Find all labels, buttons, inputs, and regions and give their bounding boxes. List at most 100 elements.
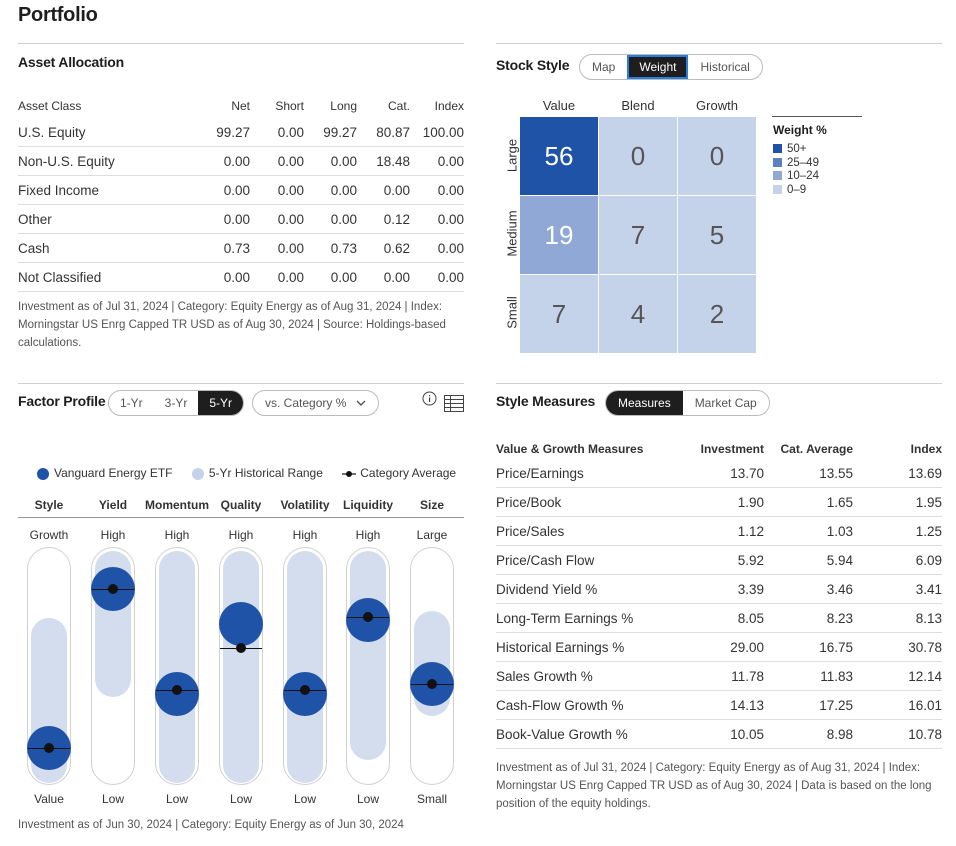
factor-top-label: High [292,528,318,542]
table-row: Sales Growth % 11.78 11.83 12.14 [496,662,942,691]
cat-average-value: 8.98 [826,727,853,742]
tab-1yr[interactable]: 1-Yr [120,396,143,410]
style-box-cell: 2 [678,275,756,353]
index-value: 10.78 [908,727,942,742]
cat-average-value: 16.75 [819,640,853,655]
cell-value: 0.00 [223,212,250,227]
header-net: Net [231,99,250,113]
historical-range-bar [350,551,386,760]
style-row-medium: Medium [504,210,520,257]
legend-fund: Vanguard Energy ETF [54,466,173,480]
cell-value: 0.00 [277,270,304,285]
legend-range: 5-Yr Historical Range [208,466,323,480]
style-box-cell: 0 [599,117,677,195]
header-investment: Investment [700,442,764,456]
table-row: Book-Value Growth % 10.05 8.98 10.78 [496,720,942,749]
asset-class-label: Cash [18,241,50,256]
factor-bottom-label: Low [165,792,188,806]
factor-profile-title: Factor Profile [18,393,106,409]
factor-bottom-label: Value [34,792,64,806]
table-row: Price/Sales 1.12 1.03 1.25 [496,517,942,546]
divider [496,43,942,44]
table-row: Non-U.S. Equity 0.00 0.00 0.00 18.48 0.00 [18,147,464,176]
style-box-cell: 7 [599,196,677,274]
category-average-dot [363,611,373,622]
table-view-icon[interactable] [444,395,464,417]
factor-track [155,547,199,785]
weight-legend: 50+ 25–49 10–24 0–9 [773,143,819,197]
tab-3yr[interactable]: 3-Yr [164,396,188,410]
style-col-growth: Growth [696,98,738,113]
page-title: Portfolio [18,4,98,26]
factor-top-label: Growth [29,528,69,542]
tab-market-cap[interactable]: Market Cap [694,396,757,410]
divider [18,383,464,384]
cell-value: 0.00 [383,183,410,198]
index-value: 6.09 [915,553,942,568]
cell-value: 0.00 [437,270,464,285]
investment-value: 8.05 [737,611,764,626]
tab-map[interactable]: Map [592,60,616,74]
divider [496,383,942,384]
cell-value: 0.00 [277,125,304,140]
cell-value: 0.00 [383,270,410,285]
compare-dropdown[interactable]: vs. Category % [252,390,379,416]
tab-weight[interactable]: Weight [627,55,689,79]
range-dot-icon [191,467,204,480]
factor-track [346,547,390,785]
factor-track [283,547,327,785]
factor-name: Yield [98,498,128,512]
factor-name: Style [34,498,64,512]
category-average-dot [44,743,54,754]
factor-top-label: Large [416,528,448,542]
stock-style-tabs: Map Weight Historical [579,54,763,80]
table-row: U.S. Equity 99.27 0.00 99.27 80.87 100.00 [18,118,464,147]
asset-class-label: Fixed Income [18,183,100,198]
legend-label: 25–49 [787,156,819,169]
legend-item: 10–24 [773,170,819,184]
tab-historical[interactable]: Historical [700,60,750,74]
table-row: Other 0.00 0.00 0.00 0.12 0.00 [18,205,464,234]
legend-item: 50+ [773,143,819,157]
investment-value: 5.92 [737,553,764,568]
header-measure: Value & Growth Measures [496,442,644,456]
info-icon[interactable] [422,391,437,411]
legend-swatch [773,184,782,194]
avg-marker-icon [342,467,357,481]
factor-bottom-label: Low [101,792,124,806]
measure-label: Long-Term Earnings % [496,611,634,626]
index-value: 8.13 [915,611,942,626]
header-cat: Cat. [387,99,410,113]
factor-top-label: High [228,528,254,542]
header-cat-average: Cat. Average [780,442,853,456]
style-measures-note: Investment as of Jul 31, 2024 | Category… [496,762,932,810]
factor-legend: Vanguard Energy ETF 5-Yr Historical Rang… [37,466,456,481]
legend-swatch [773,157,782,167]
cell-value: 0.00 [330,270,357,285]
factor-bottom-label: Low [356,792,379,806]
legend-label: 50+ [787,143,807,155]
cell-value: 99.27 [216,125,250,140]
measure-label: Sales Growth % [496,669,593,684]
table-row: Not Classified 0.00 0.00 0.00 0.00 0.00 [18,263,464,292]
cell-value: 0.00 [330,154,357,169]
tab-5yr[interactable]: 5-Yr [198,391,244,415]
style-box-cell: 19 [520,196,598,274]
legend-label: 0–9 [787,183,807,196]
header-short: Short [275,99,304,113]
factor-period-tabs: 1-Yr 3-Yr 5-Yr [108,390,245,416]
cell-value: 0.00 [223,270,250,285]
tab-measures[interactable]: Measures [606,391,683,415]
factor-name: Volatility [280,498,330,512]
header-index: Index [434,99,464,113]
table-row: Historical Earnings % 29.00 16.75 30.78 [496,633,942,662]
cell-value: 0.00 [437,241,464,256]
cell-value: 0.62 [383,241,410,256]
category-average-dot [236,642,246,653]
measure-label: Price/Earnings [496,466,584,481]
table-row: Long-Term Earnings % 8.05 8.23 8.13 [496,604,942,633]
category-average-dot [427,679,437,690]
factor-name: Liquidity [343,498,393,512]
factor-note: Investment as of Jun 30, 2024 | Category… [18,819,404,831]
fund-position-dot [219,602,263,647]
